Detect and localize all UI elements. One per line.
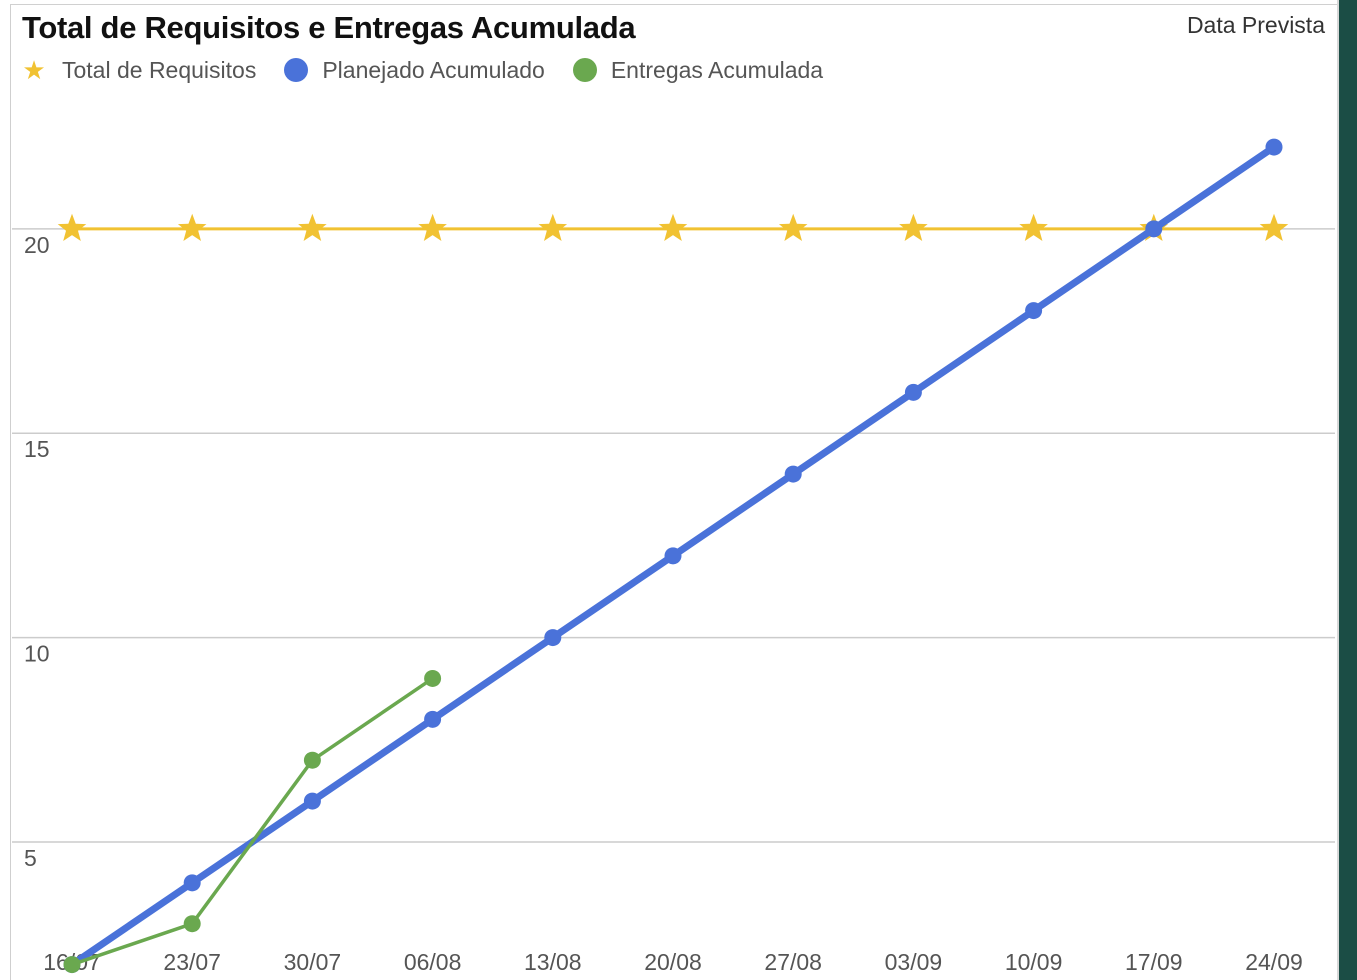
legend-label: Total de Requisitos — [62, 56, 257, 83]
spreadsheet-right-edge — [1337, 0, 1357, 980]
circle-icon — [284, 58, 309, 82]
data-point[interactable] — [303, 792, 321, 810]
x-tick-label: 24/09 — [1245, 949, 1303, 975]
data-point[interactable] — [424, 710, 442, 728]
x-tick-label: 03/09 — [885, 949, 943, 975]
y-tick-label: 10 — [24, 641, 50, 667]
data-point[interactable] — [664, 547, 682, 565]
data-point[interactable] — [183, 915, 201, 933]
data-point-star[interactable] — [899, 213, 928, 241]
x-tick-label: 10/09 — [1005, 949, 1063, 975]
data-point-star[interactable] — [298, 213, 327, 241]
legend-item-total-requisitos[interactable]: ★ Total de Requisitos — [20, 57, 256, 84]
legend-label: Planejado Acumulado — [322, 56, 545, 83]
x-tick-label: 30/07 — [284, 949, 342, 975]
gridlines — [12, 228, 1335, 843]
chart-subtitle: Data Prevista — [1186, 12, 1325, 38]
circle-icon — [572, 58, 597, 82]
data-point[interactable] — [784, 465, 802, 483]
y-axis-ticks: 5 10 15 20 — [24, 232, 50, 871]
data-point-star[interactable] — [538, 213, 568, 241]
series-1 — [57, 213, 1289, 241]
spreadsheet-left-edge — [0, 0, 11, 980]
data-point[interactable] — [63, 956, 81, 974]
star-icon: ★ — [22, 55, 46, 85]
data-point-star[interactable] — [1019, 213, 1048, 241]
data-point-star[interactable] — [1259, 213, 1289, 241]
data-point[interactable] — [183, 874, 201, 892]
data-point[interactable] — [424, 669, 442, 687]
data-point[interactable] — [1145, 220, 1163, 238]
x-tick-label: 27/08 — [764, 949, 822, 975]
x-tick-label: 17/09 — [1125, 949, 1183, 975]
data-point[interactable] — [544, 629, 562, 647]
x-axis-ticks: 16/0723/0730/0706/0813/0820/0827/0803/09… — [43, 949, 1303, 975]
data-point-star[interactable] — [778, 213, 808, 241]
data-point-star[interactable] — [57, 213, 87, 241]
x-tick-label: 23/07 — [163, 949, 221, 975]
series-line — [70, 676, 435, 967]
y-tick-label: 20 — [24, 232, 50, 258]
data-point[interactable] — [904, 383, 922, 401]
x-tick-label: 06/08 — [404, 949, 462, 975]
series-3 — [63, 669, 442, 974]
data-point[interactable] — [303, 751, 321, 769]
spreadsheet-top-edge — [10, 0, 1337, 5]
chart-legend: ★ Total de Requisitos Planejado Acumulad… — [20, 52, 851, 88]
data-point[interactable] — [1025, 302, 1043, 320]
x-tick-label: 20/08 — [644, 949, 702, 975]
legend-item-planejado-acumulado[interactable]: Planejado Acumulado — [284, 57, 545, 84]
legend-item-entregas-acumulada[interactable]: Entregas Acumulada — [572, 56, 824, 84]
data-point-star[interactable] — [418, 213, 447, 241]
y-tick-label: 15 — [24, 436, 50, 462]
data-point[interactable] — [1265, 138, 1283, 156]
y-tick-label: 5 — [24, 845, 37, 871]
chart-title: Total de Requisitos e Entregas Acumulada — [22, 10, 636, 45]
series-lines — [57, 138, 1289, 974]
data-point-star[interactable] — [658, 213, 688, 241]
x-tick-label: 13/08 — [524, 949, 582, 975]
legend-label: Entregas Acumulada — [610, 56, 824, 83]
data-point-star[interactable] — [177, 213, 207, 241]
